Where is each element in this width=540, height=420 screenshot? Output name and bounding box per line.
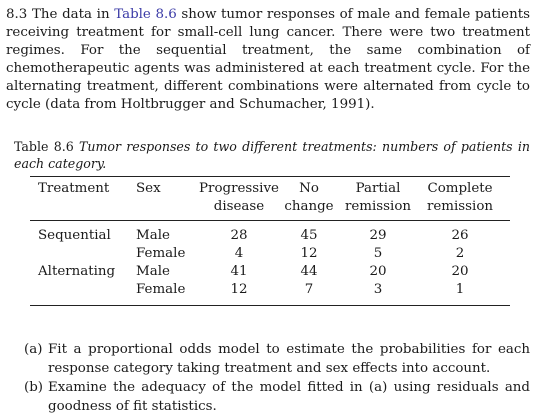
header-complete: Complete (427, 181, 493, 196)
cell-sex: Female (136, 246, 186, 261)
header-disease: disease (213, 199, 265, 214)
cell-treatment: Alternating (38, 264, 116, 279)
header-row-1: Treatment Sex Progressive No Partial Com… (30, 180, 510, 198)
table-row: Alternating Male 41 44 20 20 (30, 263, 510, 281)
cell-complete: 2 (455, 246, 465, 261)
table-row: Female 12 7 3 1 (30, 281, 510, 299)
cell-sex: Female (136, 282, 186, 297)
table-caption-text: Tumor responses to two different treatme… (14, 139, 530, 171)
header-change: change (284, 199, 334, 214)
header-no: No (299, 181, 319, 196)
table-caption: Table 8.6 Tumor responses to two differe… (14, 138, 530, 172)
header-treatment-2 (30, 198, 136, 216)
exercise-part-a: (a) Fit a proportional odds model to est… (24, 340, 530, 378)
cell-no-change: 12 (300, 246, 318, 261)
cell-sex: Male (136, 228, 170, 243)
problem-statement: 8.3 The data in Table 8.6 show tumor resp… (6, 6, 530, 114)
header-remission-partial: remission (344, 199, 412, 214)
part-label: (a) (24, 342, 43, 357)
problem-text-rest: show tumor responses of male and female … (6, 7, 530, 112)
cell-progressive: 28 (230, 228, 248, 243)
header-progressive: Progressive (199, 181, 279, 196)
part-text: Examine the adequacy of the model fitted… (48, 380, 530, 414)
cell-treatment: Sequential (38, 228, 111, 243)
table-reference-link[interactable]: Table 8.6 (114, 7, 177, 22)
cell-treatment (30, 245, 136, 263)
cell-progressive: 12 (230, 282, 248, 297)
cell-treatment (30, 281, 136, 299)
cell-complete: 1 (455, 282, 465, 297)
table-body: Sequential Male 28 45 29 26 Female 4 12 … (30, 221, 510, 305)
cell-partial: 20 (369, 264, 387, 279)
header-sex: Sex (136, 181, 161, 196)
part-label: (b) (24, 380, 44, 395)
cell-no-change: 7 (304, 282, 314, 297)
cell-complete: 20 (451, 264, 469, 279)
header-row-2: disease change remission remission (30, 198, 510, 216)
cell-partial: 3 (373, 282, 383, 297)
cell-no-change: 44 (300, 264, 318, 279)
cell-progressive: 4 (234, 246, 244, 261)
header-treatment: Treatment (38, 181, 110, 196)
exercise-parts: (a) Fit a proportional odds model to est… (24, 340, 530, 416)
cell-progressive: 41 (230, 264, 248, 279)
cell-partial: 5 (373, 246, 383, 261)
exercise-part-b: (b) Examine the adequacy of the model fi… (24, 378, 530, 416)
cell-complete: 26 (451, 228, 469, 243)
header-remission-complete: remission (426, 199, 494, 214)
header-partial: Partial (355, 181, 401, 196)
table-row: Female 4 12 5 2 (30, 245, 510, 263)
header-sex-2 (136, 198, 198, 216)
part-text: Fit a proportional odds model to estimat… (48, 342, 530, 376)
cell-no-change: 45 (300, 228, 318, 243)
cell-sex: Male (136, 264, 170, 279)
problem-text-start: The data in (32, 7, 115, 22)
table-caption-label: Table 8.6 (14, 139, 74, 154)
table-header: Treatment Sex Progressive No Partial Com… (30, 177, 510, 221)
data-table: Treatment Sex Progressive No Partial Com… (30, 176, 510, 306)
table-row: Sequential Male 28 45 29 26 (30, 227, 510, 245)
cell-partial: 29 (369, 228, 387, 243)
problem-number: 8.3 (6, 7, 28, 22)
